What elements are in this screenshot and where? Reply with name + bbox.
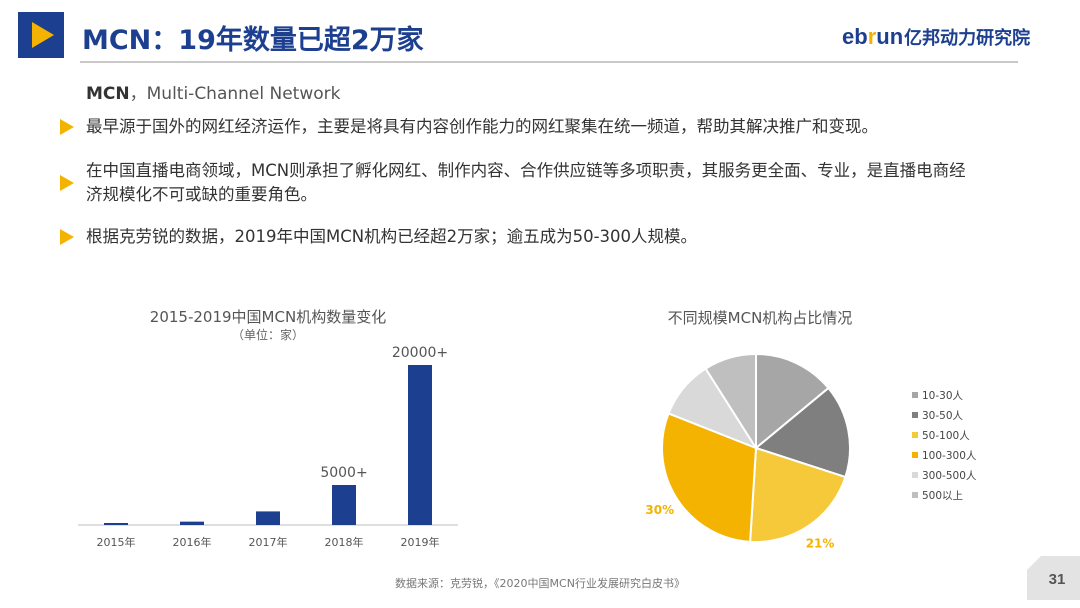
- pie-chart-title: 不同规模MCN机构占比情况: [667, 309, 853, 327]
- legend-swatch: [912, 452, 918, 458]
- bullet-triangle-icon: [60, 175, 74, 191]
- legend-label: 300-500人: [922, 470, 977, 482]
- bullet-text: 在中国直播电商领域，MCN则承担了孵化网红、制作内容、合作供应链等多项职责，其服…: [86, 161, 966, 204]
- bar-tick-label: 2019年: [401, 535, 440, 549]
- page-number: 31: [1049, 571, 1066, 588]
- bullet-item: 在中国直播电商领域，MCN则承担了孵化网红、制作内容、合作供应链等多项职责，其服…: [60, 159, 1020, 207]
- header-divider: [80, 61, 1018, 63]
- source-note: 数据来源：克劳锐，《2020中国MCN行业发展研究白皮书》: [395, 577, 685, 590]
- brand-cn: 亿邦动力研究院: [904, 28, 1031, 48]
- pie-slice-500以上: [704, 352, 757, 452]
- bar-2016年: [180, 521, 204, 525]
- legend-swatch: [912, 412, 918, 418]
- bar-2019年: [408, 365, 432, 525]
- pie-data-label: 21%: [806, 536, 835, 550]
- bar-tick-label: 2017年: [249, 535, 288, 549]
- brand-en-2: r: [867, 24, 877, 49]
- bar-tick-label: 2016年: [173, 535, 212, 549]
- brand-en-3: un: [876, 24, 904, 49]
- pie-data-label: 30%: [645, 503, 674, 517]
- bullet-item: 根据克劳锐的数据，2019年中国MCN机构已经超2万家；逾五成为50-300人规…: [60, 225, 1020, 249]
- bullet-triangle-icon: [60, 229, 74, 245]
- pie-slice-100-300人: [661, 412, 758, 543]
- legend-label: 10-30人: [922, 390, 964, 402]
- bar-2018年: [332, 485, 356, 525]
- bar-data-label: 20000+: [392, 345, 448, 361]
- legend-label: 30-50人: [922, 410, 964, 422]
- definition-full: ，Multi-Channel Network: [129, 84, 341, 104]
- bullet-triangle-icon: [60, 119, 74, 135]
- legend-label: 100-300人: [922, 450, 977, 462]
- definition-line: MCN，Multi-Channel Network: [86, 79, 341, 104]
- bar-tick-label: 2015年: [97, 535, 136, 549]
- pie-slice-50-100人: [749, 446, 847, 543]
- bullet-text: 根据克劳锐的数据，2019年中国MCN机构已经超2万家；逾五成为50-300人规…: [86, 227, 698, 246]
- legend-swatch: [912, 392, 918, 398]
- legend-swatch: [912, 472, 918, 478]
- brand-logo: ebrun亿邦动力研究院: [842, 24, 1030, 50]
- legend-label: 500以上: [922, 490, 963, 502]
- legend-swatch: [912, 432, 918, 438]
- pie-chart: 21% 30% 10-30人 30-50人 50-100人 100-300人 300-500…: [645, 352, 977, 550]
- bar-chart-title: 2015-2019中国MCN机构数量变化: [149, 308, 387, 326]
- pie-slice-10-30人: [755, 352, 830, 451]
- legend-label: 50-100人: [922, 430, 970, 442]
- logo-icon: [18, 12, 64, 58]
- bar-chart-unit: （单位：家）: [231, 328, 304, 342]
- bar-chart: 2015年 2016年 2017年 2018年 5000+ 2019年 20000+: [78, 345, 458, 549]
- bullet-item: 最早源于国外的网红经济运作，主要是将具有内容创作能力的网红聚集在统一频道，帮助其…: [60, 115, 1020, 139]
- page-number-badge: 31: [1027, 556, 1080, 600]
- brand-en-1: eb: [842, 24, 868, 49]
- slide-title: MCN：19年数量已超2万家: [82, 25, 424, 56]
- bar-2017年: [256, 511, 280, 525]
- bar-2015年: [104, 523, 128, 525]
- bullet-text: 最早源于国外的网红经济运作，主要是将具有内容创作能力的网红聚集在统一频道，帮助其…: [86, 117, 878, 136]
- definition-term: MCN: [86, 84, 130, 104]
- bar-tick-label: 2018年: [325, 535, 364, 549]
- legend-swatch: [912, 492, 918, 498]
- bar-data-label: 5000+: [320, 465, 367, 481]
